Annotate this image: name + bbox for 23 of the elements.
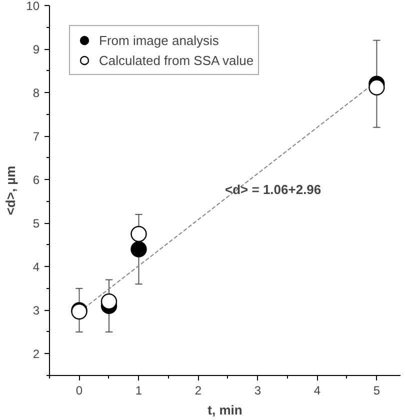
x-tick-label: 1 (135, 384, 142, 398)
point (100, 293, 118, 310)
point (130, 241, 147, 258)
y-tick-label: 8 (32, 86, 40, 100)
y-tick-label: 2 (32, 347, 40, 362)
y-tick-label: 5 (32, 216, 40, 231)
y-tick-label: 9 (32, 42, 40, 57)
legend-label: Calculated from SSA value (99, 52, 254, 68)
y-tick-label: 3 (32, 304, 40, 318)
annotation: <d> = 1.06+2.96 (225, 182, 322, 198)
x-tick-label: 5 (373, 384, 380, 398)
y-tick-label: 6 (32, 173, 40, 188)
legend-label: From image analysis (99, 32, 219, 48)
y-tick-label: 4 (32, 260, 40, 274)
x-tick-label: 0 (76, 384, 83, 398)
x-tick-label: 2 (194, 384, 202, 398)
y-axis-title: <d>, µm (3, 166, 18, 216)
x-tick-label: 3 (254, 384, 262, 398)
x-tick-label: 4 (314, 384, 321, 398)
point (368, 79, 385, 96)
x-axis-title: t, min (208, 402, 242, 418)
y-tick-label: 7 (32, 130, 40, 144)
y-tick-label: 10 (26, 0, 40, 13)
